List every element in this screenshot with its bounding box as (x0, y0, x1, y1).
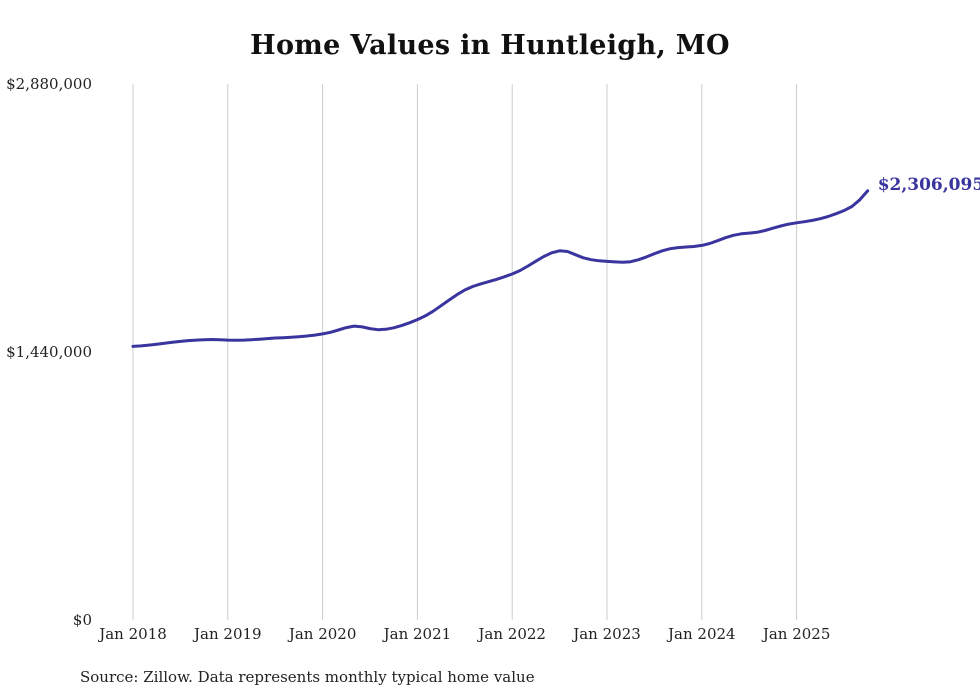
source-note: Source: Zillow. Data represents monthly … (80, 668, 535, 686)
x-tick-label: Jan 2018 (99, 625, 167, 643)
x-tick-label: Jan 2019 (194, 625, 262, 643)
latest-value-label: $2,306,095 (877, 174, 980, 195)
x-tick-label: Jan 2023 (573, 625, 641, 643)
y-tick-label: $1,440,000 (6, 343, 92, 361)
x-tick-label: Jan 2024 (668, 625, 736, 643)
chart-title: Home Values in Huntleigh, MO (250, 30, 730, 61)
x-tick-label: Jan 2022 (478, 625, 546, 643)
y-tick-label: $0 (72, 611, 92, 629)
x-tick-label: Jan 2021 (383, 625, 452, 643)
x-tick-label: Jan 2025 (762, 625, 831, 643)
x-tick-label: Jan 2020 (288, 625, 357, 643)
y-tick-label: $2,880,000 (6, 75, 92, 93)
